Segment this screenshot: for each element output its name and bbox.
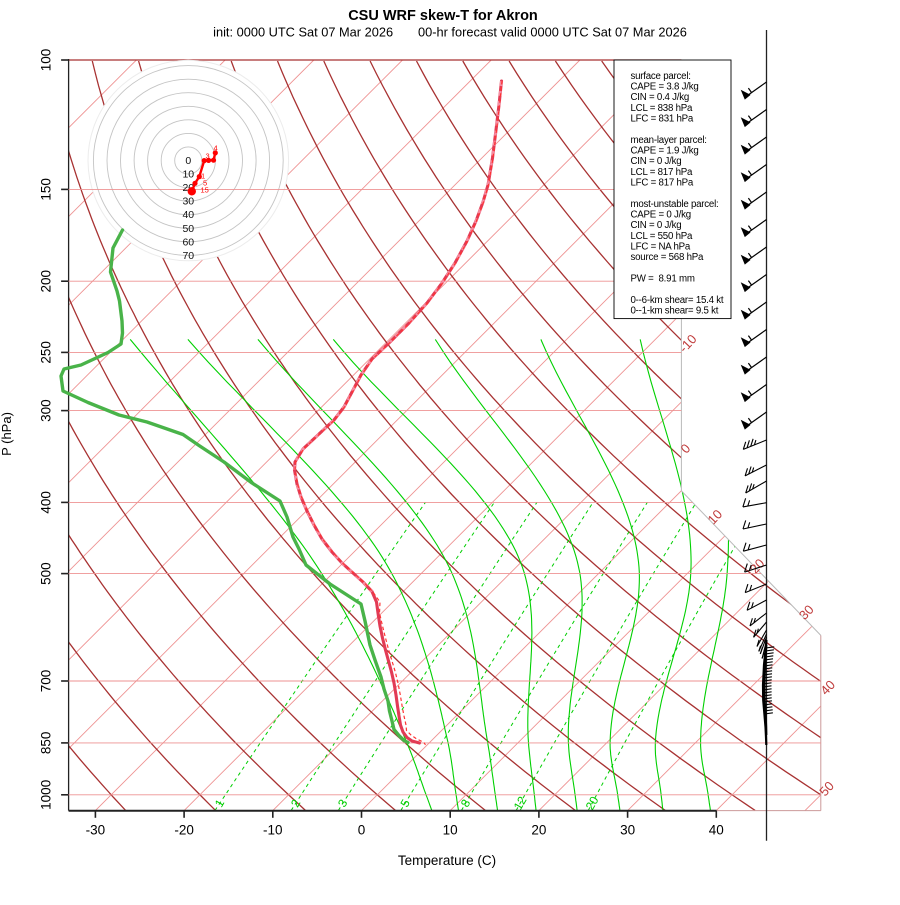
svg-text:700: 700 xyxy=(39,670,54,693)
svg-text:1000: 1000 xyxy=(39,780,54,810)
svg-text:850: 850 xyxy=(39,732,54,755)
svg-text:60: 60 xyxy=(182,236,194,248)
svg-text:3: 3 xyxy=(206,152,210,161)
svg-text:30: 30 xyxy=(182,196,194,208)
svg-text:30: 30 xyxy=(620,823,635,838)
svg-text:40: 40 xyxy=(709,823,724,838)
svg-text:LCL = 550 hPa: LCL = 550 hPa xyxy=(631,231,694,242)
svg-text:LFC = NA hPa: LFC = NA hPa xyxy=(631,242,691,253)
svg-text:4: 4 xyxy=(214,144,218,153)
svg-text:300: 300 xyxy=(39,399,54,422)
svg-text:200: 200 xyxy=(39,270,54,293)
svg-text:CIN = 0 J/kg: CIN = 0 J/kg xyxy=(631,156,682,167)
svg-text:250: 250 xyxy=(39,341,54,364)
svg-text:100: 100 xyxy=(39,49,54,72)
svg-text:LCL = 838 hPa: LCL = 838 hPa xyxy=(631,103,694,114)
svg-text:70: 70 xyxy=(182,250,194,262)
svg-text:-10: -10 xyxy=(263,823,283,838)
svg-text:CSU WRF skew-T for Akron: CSU WRF skew-T for Akron xyxy=(348,8,538,24)
svg-text:CAPE = 3.8 J/kg: CAPE = 3.8 J/kg xyxy=(631,82,699,93)
svg-text:-20: -20 xyxy=(174,823,194,838)
svg-text:init: 0000 UTC Sat 07 Mar 2026: init: 0000 UTC Sat 07 Mar 2026 00-hr for… xyxy=(213,25,687,40)
svg-text:CAPE = 1.9 J/kg: CAPE = 1.9 J/kg xyxy=(631,146,699,157)
svg-text:0: 0 xyxy=(185,155,191,167)
svg-text:150: 150 xyxy=(39,178,54,201)
svg-text:P (hPa): P (hPa) xyxy=(0,412,14,456)
svg-text:10: 10 xyxy=(443,823,458,838)
svg-text:400: 400 xyxy=(39,491,54,514)
svg-text:15: 15 xyxy=(201,186,209,195)
svg-text:LCL = 817 hPa: LCL = 817 hPa xyxy=(631,167,694,178)
svg-text:CIN = 0 J/kg: CIN = 0 J/kg xyxy=(631,220,682,231)
svg-text:CIN = 0.4 J/kg: CIN = 0.4 J/kg xyxy=(631,92,690,103)
svg-text:-30: -30 xyxy=(86,823,106,838)
svg-text:20: 20 xyxy=(531,823,546,838)
svg-text:500: 500 xyxy=(39,562,54,585)
svg-text:most-unstable parcel:: most-unstable parcel: xyxy=(631,199,719,210)
svg-text:40: 40 xyxy=(182,209,194,221)
svg-text:Temperature (C): Temperature (C) xyxy=(398,853,496,868)
svg-text:50: 50 xyxy=(182,223,194,235)
svg-text:LFC = 831 hPa: LFC = 831 hPa xyxy=(631,114,694,125)
svg-text:0--1-km shear= 9.5 kt: 0--1-km shear= 9.5 kt xyxy=(631,306,719,317)
svg-text:10: 10 xyxy=(182,169,194,181)
svg-text:PW = 8.91 mm: PW = 8.91 mm xyxy=(631,274,695,285)
svg-text:CAPE = 0 J/kg: CAPE = 0 J/kg xyxy=(631,210,691,221)
svg-text:surface parcel:: surface parcel: xyxy=(631,71,691,82)
svg-text:source = 568 hPa: source = 568 hPa xyxy=(631,252,705,263)
svg-text:mean-layer parcel:: mean-layer parcel: xyxy=(631,135,707,146)
svg-text:0--6-km shear= 15.4 kt: 0--6-km shear= 15.4 kt xyxy=(631,295,724,306)
svg-text:LFC = 817 hPa: LFC = 817 hPa xyxy=(631,178,694,189)
svg-text:0: 0 xyxy=(358,823,366,838)
